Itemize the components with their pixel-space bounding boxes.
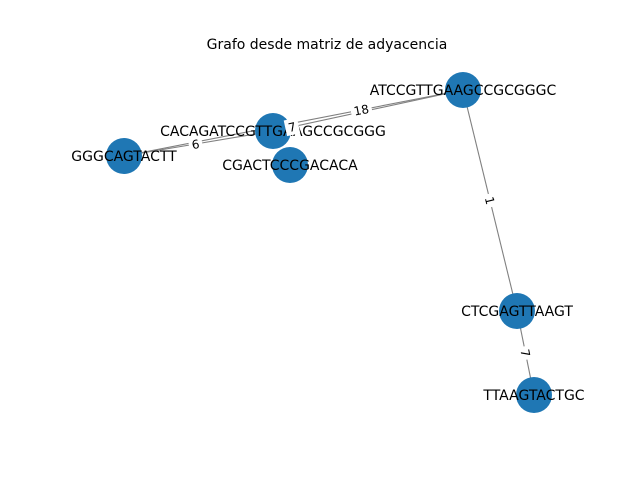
- edge-label-bg: [480, 192, 500, 209]
- graph-title: Grafo desde matriz de adyacencia: [207, 37, 448, 53]
- node-label-n3: CGACTCCCGACACA: [222, 158, 358, 174]
- edge-weight-label: 7: [287, 120, 297, 135]
- node-n4[interactable]: [445, 72, 481, 108]
- edge-label-bg: [283, 117, 301, 137]
- node-label-n1: GGGCAGTACTT: [71, 149, 177, 165]
- node-n6[interactable]: [516, 377, 552, 413]
- edge-weight-label: 7: [517, 348, 532, 358]
- edge-weight-label: 1: [482, 195, 497, 206]
- node-label-n6: TTAAGTACTGC: [482, 388, 584, 404]
- node-n2[interactable]: [255, 113, 291, 149]
- edge-label-group-n5-n6: 7: [516, 344, 535, 362]
- node-n5[interactable]: [499, 293, 535, 329]
- node-n1[interactable]: [106, 138, 142, 174]
- edge-label-bg: [516, 344, 535, 362]
- edge-label-bg: [187, 134, 204, 154]
- edge-labels-layer: 6 7 18 1 7: [187, 99, 535, 362]
- edge-label-bg: [349, 99, 374, 120]
- edge-weight-label: 6: [191, 137, 201, 152]
- edge-label-group-n2-n4: 7: [283, 117, 301, 137]
- edge-label-group-n1-n4: 18: [349, 99, 374, 120]
- edge-weight-label: 18: [353, 102, 371, 119]
- nodes-layer: GGGCAGTACTT CACAGATCCGTTGAAGCCGCGGG CGACTC…: [71, 72, 585, 413]
- node-label-n4: ATCCGTTGAAGCCGCGGGC: [370, 83, 557, 99]
- node-label-n2: CACAGATCCGTTGAAGCCGCGGG: [160, 124, 386, 140]
- node-n3[interactable]: [272, 147, 308, 183]
- edge-label-group-n1-n2: 6: [187, 134, 204, 154]
- node-label-n5: CTCGAGTTAAGT: [461, 304, 573, 320]
- edge-label-group-n4-n5: 1: [480, 192, 500, 209]
